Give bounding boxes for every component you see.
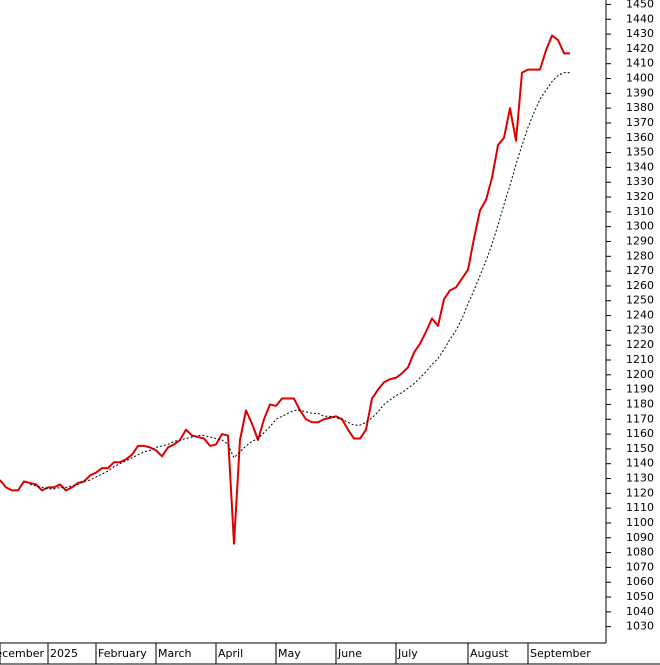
y-tick-label: 1420 [626,42,654,55]
y-tick-label: 1250 [626,294,654,307]
y-tick-label: 1180 [626,397,654,410]
x-tick-label: May [278,647,301,660]
y-tick-label: 1300 [626,220,654,233]
x-tick-label: June [337,647,362,660]
y-tick-label: 1370 [626,116,654,129]
moving-average-line [29,72,570,490]
x-tick-label: July [397,647,418,660]
y-tick-label: 1240 [626,309,654,322]
y-tick-label: 1230 [626,323,654,336]
y-tick-label: 1130 [626,472,654,485]
y-tick-label: 1030 [626,620,654,633]
y-tick-label: 1160 [626,427,654,440]
y-tick-label: 1170 [626,412,654,425]
x-tick-label: February [98,647,147,660]
y-tick-label: 1080 [626,546,654,559]
y-tick-label: 1350 [626,146,654,159]
x-tick-label: September [530,647,591,660]
y-tick-label: 1060 [626,575,654,588]
y-tick-label: 1220 [626,338,654,351]
y-tick-label: 1290 [626,234,654,247]
y-tick-label: 1050 [626,590,654,603]
y-tick-label: 1110 [626,501,654,514]
y-tick-label: 1140 [626,457,654,470]
y-tick-label: 1360 [626,131,654,144]
y-tick-label: 1260 [626,279,654,292]
y-tick-label: 1200 [626,368,654,381]
y-tick-label: 1040 [626,605,654,618]
y-tick-label: 1090 [626,531,654,544]
y-tick-label: 1320 [626,190,654,203]
x-tick-label: March [158,647,192,660]
y-tick-label: 1400 [626,72,654,85]
x-tick-label: August [470,647,509,660]
y-tick-label: 1310 [626,205,654,218]
y-tick-label: 1340 [626,160,654,173]
y-tick-label: 1100 [626,516,654,529]
y-tick-label: 1440 [626,12,654,25]
y-tick-label: 1430 [626,27,654,40]
y-tick-label: 1450 [626,0,654,10]
y-tick-label: 1330 [626,175,654,188]
x-tick-label: December [0,647,44,660]
y-tick-label: 1390 [626,86,654,99]
y-tick-label: 1270 [626,264,654,277]
y-tick-label: 1210 [626,353,654,366]
x-tick-label: 2025 [50,647,78,660]
y-tick-label: 1380 [626,101,654,114]
y-tick-label: 1150 [626,442,654,455]
price-line [0,34,570,545]
y-tick-label: 1190 [626,383,654,396]
y-tick-label: 1410 [626,57,654,70]
y-tick-label: 1120 [626,486,654,499]
y-tick-label: 1280 [626,249,654,262]
x-tick-label: April [218,647,243,660]
y-tick-label: 1070 [626,560,654,573]
